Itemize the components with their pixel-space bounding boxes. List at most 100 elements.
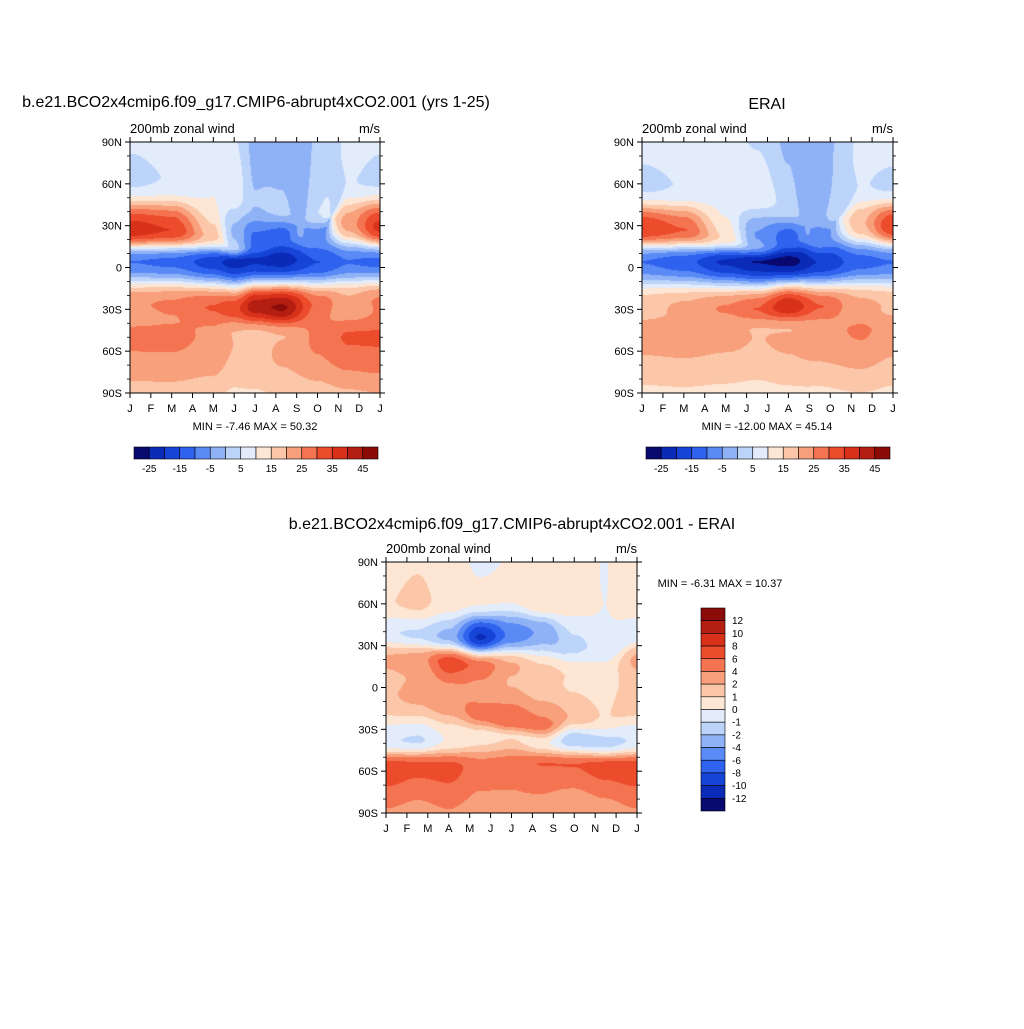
x-tick-label: F xyxy=(404,823,411,835)
x-tick-label: A xyxy=(785,403,793,415)
panel-model-units: m/s xyxy=(359,121,380,136)
colorbar-swatch xyxy=(767,446,784,460)
x-tick-label: D xyxy=(612,823,620,835)
y-tick-label: 90S xyxy=(102,388,122,400)
colorbar-tick-label: 25 xyxy=(808,464,820,475)
y-tick-label: 90S xyxy=(614,388,634,400)
x-tick-label: J xyxy=(252,403,258,415)
colorbar-swatch xyxy=(700,759,726,774)
x-tick-label: F xyxy=(147,403,154,415)
colorbar-swatch xyxy=(209,446,226,460)
x-tick-label: A xyxy=(189,403,197,415)
colorbar-tick-label: 15 xyxy=(778,464,790,475)
y-tick-label: 60S xyxy=(358,766,378,778)
x-tick-label: F xyxy=(660,403,667,415)
colorbar-tick-label: -5 xyxy=(206,464,215,475)
colorbar-swatch xyxy=(660,446,677,460)
colorbar-tick-label: 45 xyxy=(357,464,369,475)
colorbar-tick-label: -25 xyxy=(142,464,157,475)
colorbar-swatch xyxy=(859,446,876,460)
colorbar-tick-label: -15 xyxy=(173,464,188,475)
colorbar-tick-label: 45 xyxy=(869,464,881,475)
x-tick-label: J xyxy=(744,403,750,415)
x-tick-label: A xyxy=(701,403,709,415)
colorbar-swatch xyxy=(331,446,348,460)
y-tick-label: 60S xyxy=(102,346,122,358)
y-tick-label: 90N xyxy=(614,137,634,149)
colorbar-tick-label: 6 xyxy=(732,654,738,665)
colorbar-swatch xyxy=(164,446,181,460)
x-tick-label: O xyxy=(826,403,835,415)
colorbar-tick-label: 35 xyxy=(839,464,851,475)
colorbar-tick-label: 5 xyxy=(750,464,756,475)
x-tick-label: J xyxy=(634,823,640,835)
colorbar-swatch xyxy=(737,446,754,460)
colorbar-swatch xyxy=(179,446,196,460)
x-tick-label: A xyxy=(272,403,280,415)
x-tick-label: M xyxy=(721,403,730,415)
y-tick-label: 60N xyxy=(614,179,634,191)
colorbar-tick-label: 5 xyxy=(238,464,244,475)
colorbar-swatch xyxy=(813,446,830,460)
colorbar-tick-label: -10 xyxy=(732,781,747,792)
colorbar-swatch xyxy=(700,696,726,710)
x-tick-label: J xyxy=(377,403,383,415)
colorbar-swatch xyxy=(240,446,257,460)
colorbar-swatch xyxy=(700,709,726,723)
panel-difference-left-label: 200mb zonal wind xyxy=(386,541,491,556)
panel-model: b.e21.BCO2x4cmip6.f09_g17.CMIP6-abrupt4x… xyxy=(22,94,490,475)
x-tick-label: N xyxy=(847,403,855,415)
panel-erai-stats: MIN = -12.00 MAX = 45.14 xyxy=(702,421,833,433)
y-tick-label: 30N xyxy=(358,641,378,653)
panel-erai-title: ERAI xyxy=(748,96,785,113)
colorbar-swatch xyxy=(691,446,708,460)
x-tick-label: A xyxy=(445,823,453,835)
colorbar-swatch xyxy=(255,446,272,460)
y-tick-label: 60N xyxy=(358,599,378,611)
colorbar-tick-label: 12 xyxy=(732,616,744,627)
y-tick-label: 90N xyxy=(358,557,378,569)
panel-model-title: b.e21.BCO2x4cmip6.f09_g17.CMIP6-abrupt4x… xyxy=(22,94,490,111)
x-tick-label: M xyxy=(209,403,218,415)
colorbar-swatch xyxy=(347,446,364,460)
panel-difference-stats: MIN = -6.31 MAX = 10.37 xyxy=(658,578,783,590)
colorbar-tick-label: 8 xyxy=(732,642,738,653)
x-tick-label: S xyxy=(293,403,300,415)
panel-erai: ERAI 200mb zonal wind m/s 90N 60N 30N 0 30S 6… xyxy=(614,96,898,475)
colorbar-tick-label: -8 xyxy=(732,768,741,779)
y-tick-label: 60S xyxy=(614,346,634,358)
colorbar-tick-label: 2 xyxy=(732,680,738,691)
colorbar-tick-label: 15 xyxy=(266,464,278,475)
colorbar-swatch xyxy=(700,620,726,634)
panel-difference-units: m/s xyxy=(616,541,637,556)
x-tick-label: S xyxy=(550,823,557,835)
x-tick-label: J xyxy=(890,403,896,415)
colorbar-swatch xyxy=(700,747,726,761)
colorbar-swatch xyxy=(700,798,726,812)
x-tick-label: J xyxy=(509,823,515,835)
y-tick-label: 0 xyxy=(372,683,378,695)
colorbar-tick-label: -12 xyxy=(732,794,747,805)
x-tick-label: J xyxy=(765,403,771,415)
y-tick-label: 90N xyxy=(102,137,122,149)
colorbar-swatch xyxy=(700,772,726,786)
y-tick-label: 90S xyxy=(358,808,378,820)
x-tick-label: J xyxy=(383,823,389,835)
x-tick-label: D xyxy=(868,403,876,415)
x-tick-label: J xyxy=(488,823,494,835)
colorbar-swatch xyxy=(721,446,738,460)
colorbar-tick-label: -4 xyxy=(732,743,741,754)
colorbar-swatch xyxy=(700,734,726,748)
y-tick-label: 30N xyxy=(102,221,122,233)
x-tick-label: D xyxy=(355,403,363,415)
colorbar-swatch xyxy=(270,446,287,460)
colorbar-swatch xyxy=(700,633,726,647)
x-tick-label: O xyxy=(570,823,579,835)
colorbar-swatch xyxy=(700,683,726,698)
colorbar-swatch xyxy=(700,721,726,736)
colorbar-tick-label: -15 xyxy=(685,464,700,475)
colorbar-swatch xyxy=(700,645,726,660)
x-tick-label: A xyxy=(529,823,537,835)
